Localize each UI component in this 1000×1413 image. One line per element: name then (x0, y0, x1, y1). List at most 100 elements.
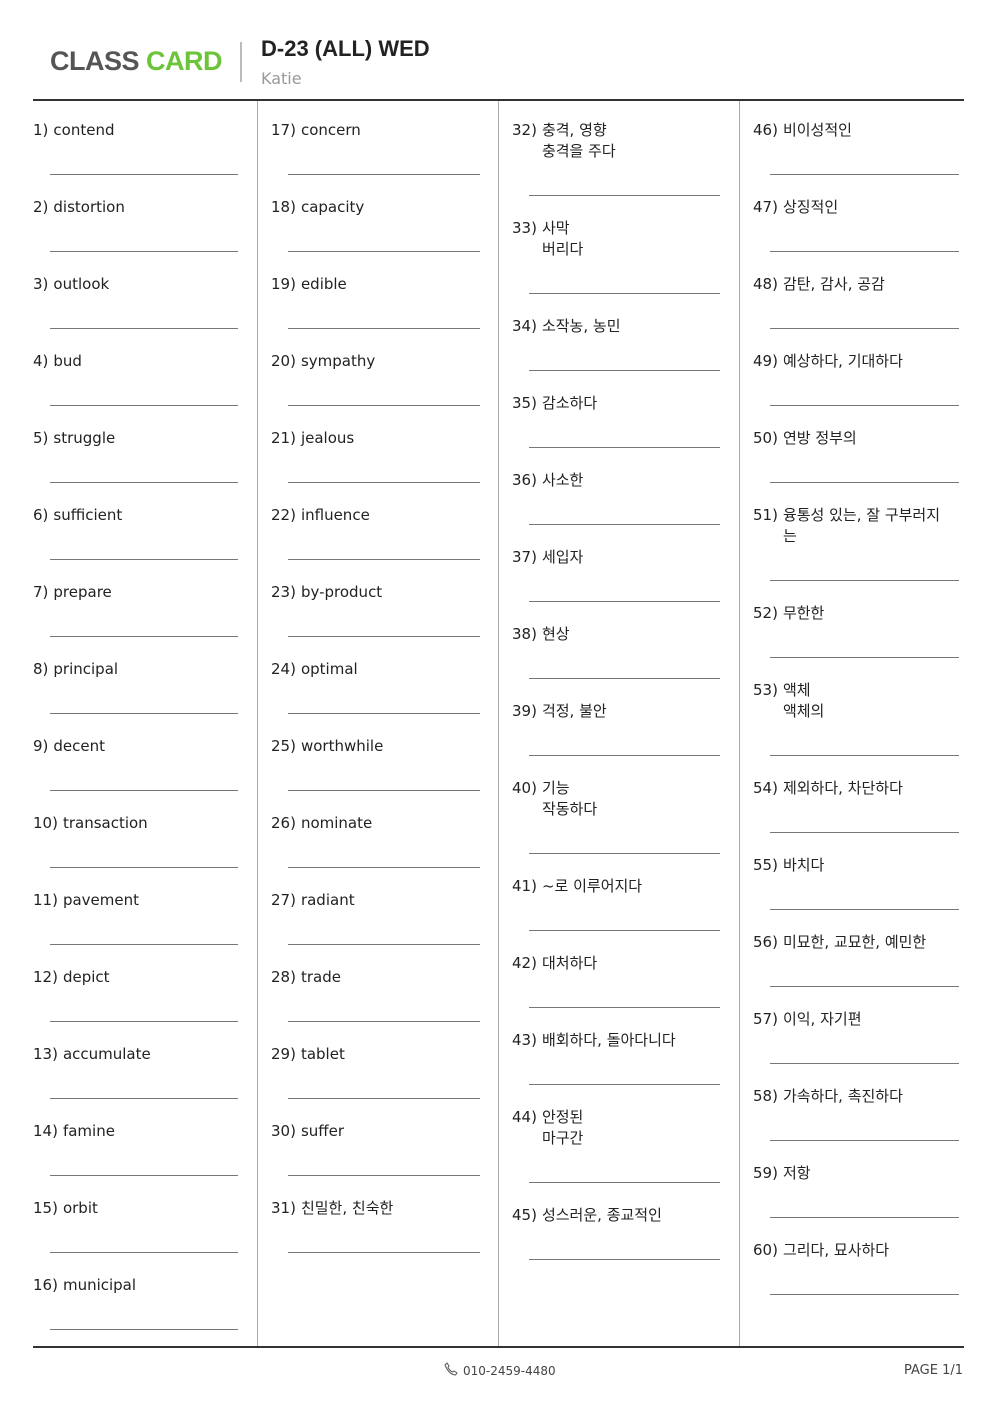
bottom-rule (33, 1346, 964, 1348)
class-card-logo: CLASS CARD (50, 46, 223, 77)
question-item: 57) 이익, 자기편 (740, 1009, 964, 1086)
question-text: by-product (300, 583, 383, 601)
question-text: jealous (300, 429, 355, 447)
answer-line[interactable] (50, 1329, 238, 1330)
column-2: 17) concern 18) capacity 19) edible 20) sympath… (257, 101, 498, 1346)
answer-line[interactable] (50, 636, 238, 637)
answer-line[interactable] (50, 1021, 238, 1022)
question-text: 가속하다, 촉진하다 (782, 1087, 903, 1105)
answer-line[interactable] (529, 755, 720, 756)
answer-line[interactable] (770, 986, 959, 987)
answer-line[interactable] (288, 251, 480, 252)
question-number: 31) (271, 1199, 296, 1217)
answer-line[interactable] (770, 755, 959, 756)
answer-line[interactable] (288, 559, 480, 560)
question-number: 47) (753, 198, 778, 216)
answer-line[interactable] (50, 1098, 238, 1099)
answer-line[interactable] (50, 405, 238, 406)
question-text: 걱정, 불안 (541, 702, 607, 720)
question-number: 17) (271, 121, 296, 139)
question-number: 14) (33, 1122, 58, 1140)
question-item: 34) 소작농, 농민 (499, 316, 739, 393)
question-text: trade (300, 968, 341, 986)
answer-line[interactable] (288, 1098, 480, 1099)
answer-line[interactable] (529, 930, 720, 931)
answer-line[interactable] (770, 909, 959, 910)
answer-line[interactable] (50, 328, 238, 329)
question-number: 20) (271, 352, 296, 370)
answer-line[interactable] (288, 328, 480, 329)
question-item: 1) contend (33, 120, 257, 197)
answer-line[interactable] (288, 405, 480, 406)
answer-line[interactable] (288, 713, 480, 714)
answer-line[interactable] (770, 405, 959, 406)
answer-line[interactable] (50, 174, 238, 175)
answer-line[interactable] (770, 1140, 959, 1141)
answer-line[interactable] (770, 251, 959, 252)
answer-line[interactable] (50, 482, 238, 483)
answer-line[interactable] (770, 328, 959, 329)
answer-line[interactable] (50, 251, 238, 252)
question-text: 소작농, 농민 (541, 317, 621, 335)
answer-line[interactable] (288, 482, 480, 483)
answer-line[interactable] (529, 447, 720, 448)
question-number: 24) (271, 660, 296, 678)
answer-line[interactable] (50, 1175, 238, 1176)
answer-line[interactable] (770, 580, 959, 581)
answer-line[interactable] (288, 1175, 480, 1176)
question-text: 세입자 (541, 548, 584, 566)
answer-line[interactable] (770, 482, 959, 483)
question-item: 4) bud (33, 351, 257, 428)
question-number: 55) (753, 856, 778, 874)
footer-phone: 010-2459-4480 (444, 1362, 556, 1379)
answer-line[interactable] (288, 1252, 480, 1253)
answer-line[interactable] (50, 867, 238, 868)
answer-line[interactable] (529, 1007, 720, 1008)
answer-line[interactable] (529, 1182, 720, 1183)
answer-line[interactable] (529, 524, 720, 525)
answer-line[interactable] (50, 713, 238, 714)
answer-line[interactable] (529, 601, 720, 602)
answer-line[interactable] (50, 790, 238, 791)
question-number: 42) (512, 954, 537, 972)
question-number: 30) (271, 1122, 296, 1140)
question-number: 28) (271, 968, 296, 986)
answer-line[interactable] (288, 867, 480, 868)
answer-line[interactable] (288, 944, 480, 945)
question-item: 15) orbit (33, 1198, 257, 1275)
answer-line[interactable] (529, 1084, 720, 1085)
question-item: 17) concern (258, 120, 498, 197)
answer-line[interactable] (770, 174, 959, 175)
question-item: 50) 연방 정부의 (740, 428, 964, 505)
answer-line[interactable] (50, 1252, 238, 1253)
answer-line[interactable] (529, 1259, 720, 1260)
question-text: 제외하다, 차단하다 (782, 779, 903, 797)
page-title: D-23 (ALL) WED (261, 36, 430, 61)
question-item: 58) 가속하다, 촉진하다 (740, 1086, 964, 1163)
answer-line[interactable] (529, 293, 720, 294)
answer-line[interactable] (288, 636, 480, 637)
answer-line[interactable] (50, 559, 238, 560)
question-number: 3) (33, 275, 49, 293)
question-item: 3) outlook (33, 274, 257, 351)
page-number: PAGE 1/1 (903, 1363, 963, 1378)
answer-line[interactable] (529, 853, 720, 854)
answer-line[interactable] (529, 678, 720, 679)
question-number: 44) (512, 1108, 537, 1126)
question-number: 29) (271, 1045, 296, 1063)
answer-line[interactable] (288, 174, 480, 175)
answer-line[interactable] (50, 944, 238, 945)
answer-line[interactable] (770, 1217, 959, 1218)
answer-line[interactable] (770, 1063, 959, 1064)
question-item: 28) trade (258, 967, 498, 1044)
answer-line[interactable] (770, 832, 959, 833)
answer-line[interactable] (529, 370, 720, 371)
answer-line[interactable] (288, 790, 480, 791)
question-item: 32) 충격, 영향 충격을 주다 (499, 120, 739, 218)
answer-line[interactable] (288, 1021, 480, 1022)
question-text: 사막 버리다 (541, 219, 584, 258)
answer-line[interactable] (529, 195, 720, 196)
question-item: 36) 사소한 (499, 470, 739, 547)
answer-line[interactable] (770, 657, 959, 658)
answer-line[interactable] (770, 1294, 959, 1295)
